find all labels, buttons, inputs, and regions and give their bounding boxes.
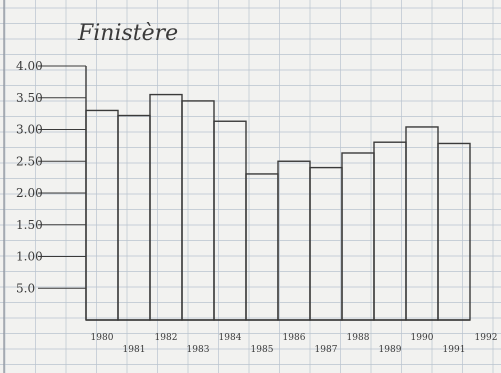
bars	[85, 93, 471, 321]
x-tick-label-3: 1983	[187, 345, 210, 355]
x-tick-labels: 1980 1981 1982 1983 1984 1985 1986 1987 1988 1989…	[91, 333, 498, 355]
y-tick-label-7: 4.00	[16, 59, 43, 73]
y-tick-label-5: 3.00	[16, 123, 43, 137]
x-tick-label-12: 1992	[475, 333, 498, 343]
y-tick-label-2: 1.50	[16, 218, 43, 232]
y-tick-label-4: 2.50	[16, 154, 43, 168]
y-tick-label-6: 3.50	[16, 91, 43, 105]
x-tick-label-9: 1989	[379, 345, 402, 355]
x-tick-label-11: 1991	[443, 345, 466, 355]
x-tick-label-0: 1980	[91, 333, 114, 343]
x-tick-label-8: 1988	[347, 333, 370, 343]
x-tick-label-6: 1986	[283, 333, 306, 343]
x-tick-label-7: 1987	[315, 345, 338, 355]
bar-11	[437, 142, 471, 321]
x-tick-label-4: 1984	[219, 333, 242, 343]
x-tick-label-1: 1981	[123, 345, 146, 355]
y-tick-labels: 5.0 1.00 1.50 2.00 2.50 3.00 3.50 4.00	[16, 59, 43, 295]
x-tick-label-2: 1982	[155, 333, 178, 343]
x-tick-label-10: 1990	[411, 333, 434, 343]
chart-title: Finistère	[77, 21, 178, 46]
y-tick-label-3: 2.00	[16, 186, 43, 200]
x-tick-label-5: 1985	[251, 345, 274, 355]
y-tick-label-1: 1.00	[16, 250, 43, 264]
y-tick-label-0: 5.0	[16, 281, 35, 295]
